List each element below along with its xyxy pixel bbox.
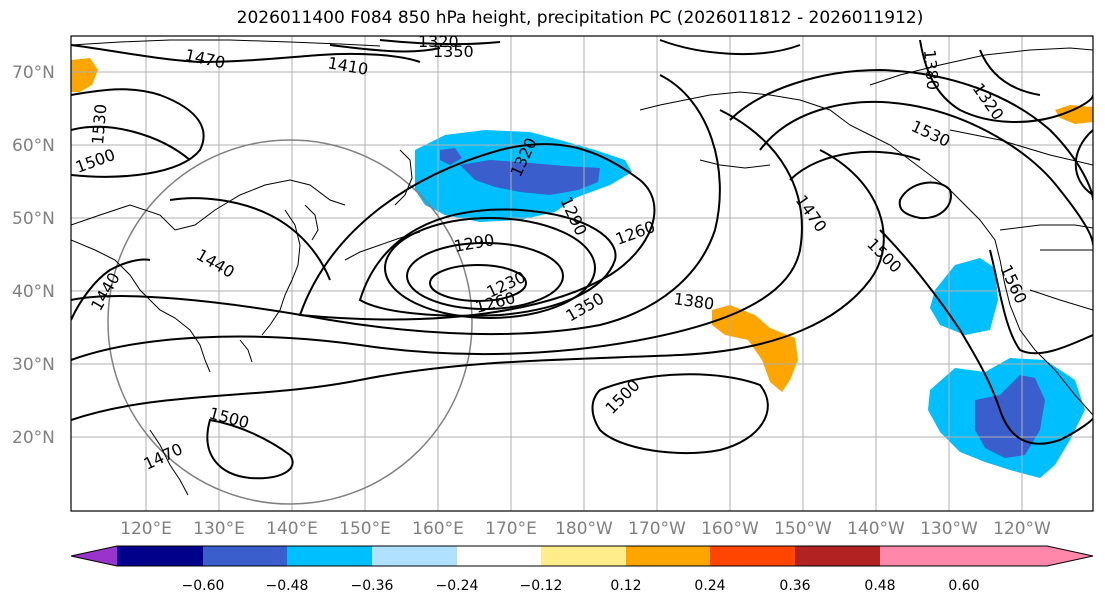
lon-label: 170°E bbox=[485, 519, 537, 539]
colorbar-tick: −0.60 bbox=[182, 578, 225, 594]
precip-core-small bbox=[440, 148, 462, 165]
lat-label: 60°N bbox=[12, 136, 55, 156]
lon-label: 120°W bbox=[993, 519, 1051, 539]
contour-label: 1320 bbox=[418, 32, 459, 51]
colorbar-tick: −0.36 bbox=[351, 578, 394, 594]
colorbar-segment bbox=[117, 546, 203, 566]
contour-label: 1350 bbox=[433, 42, 474, 61]
colorbar-segment bbox=[541, 546, 626, 566]
colorbar-segment bbox=[710, 546, 795, 566]
lon-label: 170°W bbox=[628, 519, 686, 539]
height-contours bbox=[71, 39, 1093, 480]
precip-positive-northeast bbox=[1055, 105, 1093, 124]
lon-label: 150°E bbox=[339, 519, 391, 539]
lon-label: 160°E bbox=[412, 519, 464, 539]
colorbar-tick: 0.48 bbox=[864, 578, 895, 594]
colorbar-tick: 0.36 bbox=[779, 578, 810, 594]
colorbar-extend-min bbox=[71, 546, 117, 566]
lon-label: 130°E bbox=[193, 519, 245, 539]
colorbar-segment bbox=[880, 546, 964, 566]
colorbar-tick: −0.24 bbox=[436, 578, 479, 594]
precip-region-westcoast bbox=[930, 258, 998, 335]
colorbar-extend-max bbox=[964, 546, 1093, 566]
lon-label: 130°W bbox=[920, 519, 978, 539]
lat-label: 20°N bbox=[12, 428, 55, 448]
lon-label: 150°W bbox=[774, 519, 832, 539]
colorbar-tick: 0.24 bbox=[694, 578, 725, 594]
contour-label: 1380 bbox=[920, 49, 942, 91]
colorbar-segment bbox=[287, 546, 372, 566]
colorbar-tick: −0.12 bbox=[520, 578, 563, 594]
low-center-ring bbox=[429, 264, 527, 302]
map-area bbox=[71, 36, 1093, 511]
colorbar-segment bbox=[626, 546, 710, 566]
lat-label: 70°N bbox=[12, 63, 55, 83]
colorbar-tick: −0.48 bbox=[266, 578, 309, 594]
colorbar-outline bbox=[70, 545, 1094, 567]
map-title: 2026011400 F084 850 hPa height, precipit… bbox=[236, 8, 924, 28]
precip-positive-arctic bbox=[71, 58, 98, 92]
colorbar-segment bbox=[372, 546, 457, 566]
precip-core-northpacific bbox=[460, 160, 600, 195]
precip-positive-hawaii bbox=[712, 305, 798, 392]
lon-label: 140°E bbox=[266, 519, 318, 539]
lat-label: 30°N bbox=[12, 355, 55, 375]
map-border bbox=[70, 35, 1094, 512]
colorbar-tick: 0.60 bbox=[948, 578, 979, 594]
lon-label: 140°W bbox=[847, 519, 905, 539]
lat-label: 40°N bbox=[12, 282, 55, 302]
contour-label: 1530 bbox=[88, 103, 110, 145]
lon-label: 120°E bbox=[120, 519, 172, 539]
latitude-labels: 70°N 60°N 50°N 40°N 30°N 20°N bbox=[12, 63, 55, 448]
lon-label: 160°W bbox=[701, 519, 759, 539]
colorbar-segment bbox=[203, 546, 287, 566]
lat-label: 50°N bbox=[12, 209, 55, 229]
longitude-labels: 120°E 130°E 140°E 150°E 160°E 170°E 180°… bbox=[120, 519, 1051, 539]
colorbar-tick: 0.12 bbox=[610, 578, 641, 594]
colorbar-segment bbox=[457, 546, 541, 566]
colorbar-segment bbox=[795, 546, 880, 566]
colorbar: −0.60 −0.48 −0.36 −0.24 −0.12 0.12 0.24 … bbox=[70, 545, 1094, 594]
lon-label: 180°W bbox=[555, 519, 613, 539]
range-circle bbox=[107, 139, 473, 505]
